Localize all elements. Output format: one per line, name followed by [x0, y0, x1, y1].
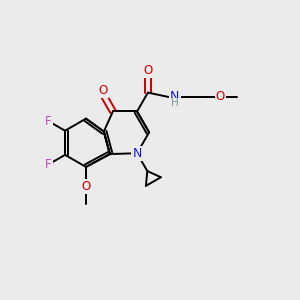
- Text: O: O: [81, 180, 91, 193]
- Text: F: F: [45, 115, 52, 128]
- Text: O: O: [216, 91, 225, 103]
- Text: H: H: [171, 98, 179, 108]
- Text: N: N: [170, 90, 180, 103]
- Text: O: O: [144, 64, 153, 77]
- Text: O: O: [99, 84, 108, 97]
- Text: N: N: [132, 147, 142, 160]
- Text: F: F: [45, 158, 52, 171]
